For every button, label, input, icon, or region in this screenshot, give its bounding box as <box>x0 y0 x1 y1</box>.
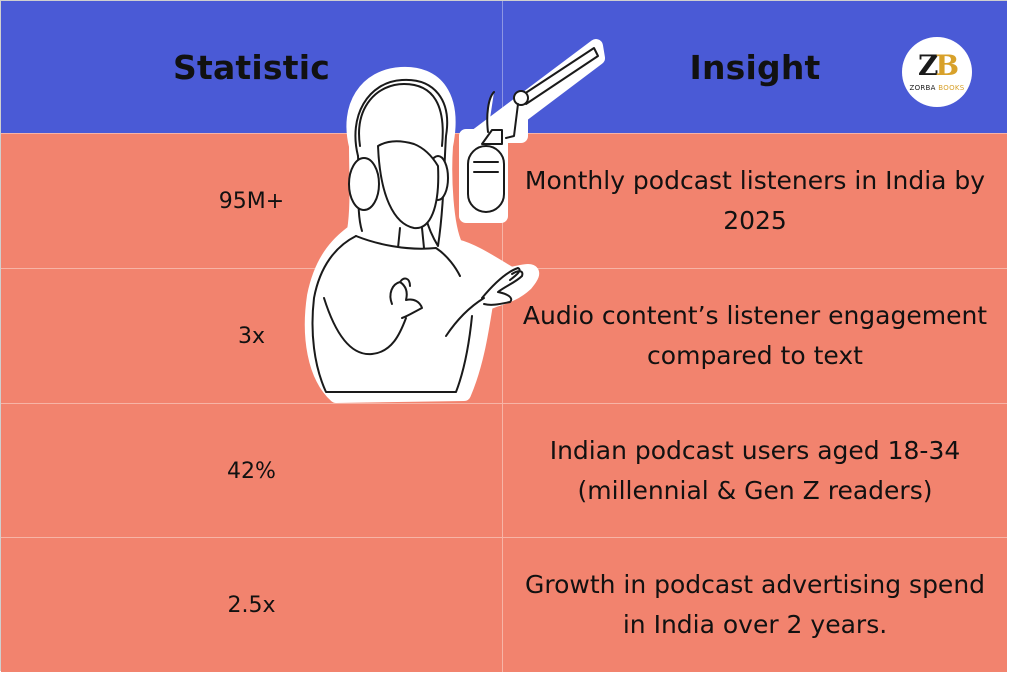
insight-cell: Audio content’s listener engagement comp… <box>522 301 988 370</box>
logo-mark-b: B <box>935 49 959 82</box>
table-row: 3x Audio content’s listener engagement c… <box>1 268 1007 403</box>
logo-text-books: BOOKS <box>938 84 965 92</box>
table-row: 2.5x Growth in podcast advertising spend… <box>1 537 1007 672</box>
zorba-books-logo: ZB ZORBA BOOKS <box>902 37 972 107</box>
statistic-cell: 42% <box>1 404 503 538</box>
logo-text-zorba: ZORBA <box>909 84 936 92</box>
logo-mark-z: Z <box>917 49 939 82</box>
logo-text: ZORBA BOOKS <box>909 84 964 92</box>
logo-mark: ZB <box>917 49 959 82</box>
header-insight: Insight <box>689 47 821 87</box>
podcaster-with-microphone-icon <box>304 39 605 403</box>
table-row: 42% Indian podcast users aged 18-34 (mil… <box>1 403 1007 538</box>
insight-cell: Indian podcast users aged 18-34 (millenn… <box>549 436 961 505</box>
insight-cell: Monthly podcast listeners in India by 20… <box>524 166 986 235</box>
insight-cell: Growth in podcast advertising spend in I… <box>524 570 986 639</box>
statistic-cell: 3x <box>1 269 503 403</box>
header-statistic: Statistic <box>1 1 503 133</box>
statistic-cell: 2.5x <box>1 538 503 672</box>
